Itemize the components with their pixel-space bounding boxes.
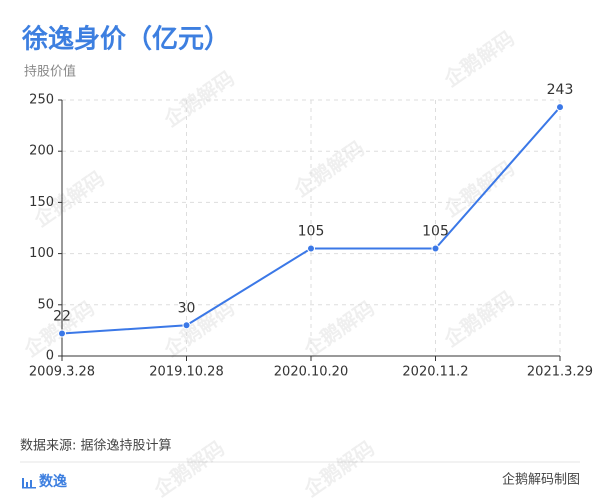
watermark: 企鹅解码 [299,296,379,362]
source: 数据来源: 据徐逸持股计算 [20,439,172,454]
x-tick-label: 2019.10.28 [149,365,223,380]
watermark: 企鹅解码 [19,296,99,362]
x-tick-label: 2020.11.2 [402,365,468,380]
watermark: 企鹅解码 [299,436,379,500]
y-axis-label: 持股价值 [24,64,76,80]
y-tick-label: 250 [29,93,54,108]
y-tick-label: 0 [46,349,54,364]
y-tick-label: 100 [29,246,54,261]
chart-title: 徐逸身价（亿元） [21,24,230,55]
x-tick-label: 2021.3.29 [527,365,593,380]
brand-icon [22,478,36,489]
credit: 企鹅解码制图 [502,472,580,488]
data-label: 105 [298,223,325,239]
point [556,103,564,112]
watermark: 企鹅解码 [439,26,519,92]
watermark: 企鹅解码 [439,156,519,222]
watermark: 企鹅解码 [439,286,519,352]
point [182,321,191,330]
x-tick-label: 2009.3.28 [29,365,95,380]
y-tick-label: 50 [37,297,54,312]
y-tick-label: 200 [29,144,54,159]
watermark: 企鹅解码 [289,136,369,202]
data-label: 22 [53,308,71,324]
y-tick-label: 150 [29,195,54,210]
data-label: 30 [178,300,196,316]
x-tick-label: 2020.10.20 [274,365,348,380]
point [431,244,440,253]
point [307,244,315,253]
brand: 数逸 [39,473,67,490]
data-label: 243 [547,82,574,98]
data-label: 105 [422,223,449,239]
watermark: 企鹅解码 [159,66,239,132]
point [58,329,66,338]
watermark: 企鹅解码 [159,296,239,362]
